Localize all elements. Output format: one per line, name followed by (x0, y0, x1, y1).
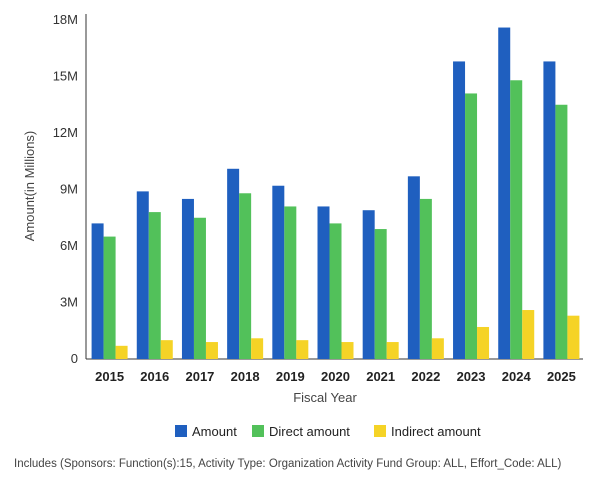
bar-amount-2020 (317, 206, 330, 359)
bar-amount-2025 (543, 61, 556, 359)
bar-direct-amount-2019 (284, 206, 297, 359)
y-tick-label: 6M (60, 238, 78, 253)
y-tick-label: 0 (71, 351, 78, 366)
bar-indirect-amount-2020 (341, 342, 354, 359)
bar-chart: 0 3M 6M 9M 12M 15M 18M 2015 2016 2017 2018 2019 202… (22, 12, 583, 439)
bar-direct-amount-2021 (374, 229, 387, 359)
bars (91, 27, 580, 360)
x-tick-label: 2018 (231, 369, 260, 384)
legend-label: Indirect amount (391, 424, 481, 439)
bar-indirect-amount-2018 (251, 338, 264, 359)
bar-amount-2022 (407, 176, 420, 359)
bar-direct-amount-2016 (148, 212, 161, 359)
x-tick-label: 2021 (366, 369, 395, 384)
legend-swatch (252, 425, 264, 437)
bar-direct-amount-2025 (555, 104, 568, 359)
bar-indirect-amount-2016 (160, 340, 173, 359)
bar-direct-amount-2022 (419, 198, 432, 359)
x-tick-label: 2023 (457, 369, 486, 384)
x-axis-title: Fiscal Year (293, 390, 357, 405)
bar-indirect-amount-2022 (431, 338, 444, 359)
bar-indirect-amount-2017 (205, 342, 218, 359)
x-tick-label: 2025 (547, 369, 576, 384)
x-axis-ticks: 2015 2016 2017 2018 2019 2020 2021 2022 2023 2024… (95, 369, 576, 384)
y-axis-ticks: 0 3M 6M 9M 12M 15M 18M (53, 12, 78, 366)
bar-direct-amount-2023 (465, 93, 478, 359)
bar-indirect-amount-2015 (115, 345, 128, 359)
legend-label: Direct amount (269, 424, 350, 439)
bar-indirect-amount-2024 (522, 310, 535, 359)
y-tick-label: 3M (60, 295, 78, 310)
x-tick-label: 2019 (276, 369, 305, 384)
bar-amount-2023 (453, 61, 466, 359)
legend-swatch (374, 425, 386, 437)
y-tick-label: 15M (53, 69, 78, 84)
x-tick-label: 2016 (140, 369, 169, 384)
legend-label: Amount (192, 424, 237, 439)
bar-direct-amount-2017 (193, 217, 206, 359)
bar-direct-amount-2020 (329, 223, 342, 359)
bar-amount-2018 (227, 168, 240, 359)
y-tick-label: 18M (53, 12, 78, 27)
legend: Amount Direct amount Indirect amount (175, 424, 481, 439)
footnote: Includes (Sponsors: Function(s):15, Acti… (14, 458, 562, 470)
x-tick-label: 2022 (411, 369, 440, 384)
bar-amount-2015 (91, 223, 104, 359)
x-tick-label: 2015 (95, 369, 124, 384)
bar-direct-amount-2018 (239, 193, 252, 359)
y-axis-title: Amount(in Millions) (22, 131, 37, 242)
legend-swatch (175, 425, 187, 437)
bar-direct-amount-2024 (510, 80, 523, 360)
bar-amount-2019 (272, 185, 285, 359)
bar-amount-2016 (136, 191, 149, 359)
bar-amount-2021 (362, 210, 375, 359)
bar-indirect-amount-2023 (477, 326, 490, 359)
bar-indirect-amount-2019 (296, 340, 309, 359)
bar-indirect-amount-2025 (567, 315, 580, 359)
y-tick-label: 9M (60, 182, 78, 197)
bar-amount-2017 (181, 198, 194, 359)
bar-amount-2024 (498, 27, 511, 360)
x-tick-label: 2017 (185, 369, 214, 384)
x-tick-label: 2024 (502, 369, 532, 384)
bar-direct-amount-2015 (103, 236, 116, 359)
y-tick-label: 12M (53, 125, 78, 140)
bar-indirect-amount-2021 (386, 342, 399, 359)
x-tick-label: 2020 (321, 369, 350, 384)
